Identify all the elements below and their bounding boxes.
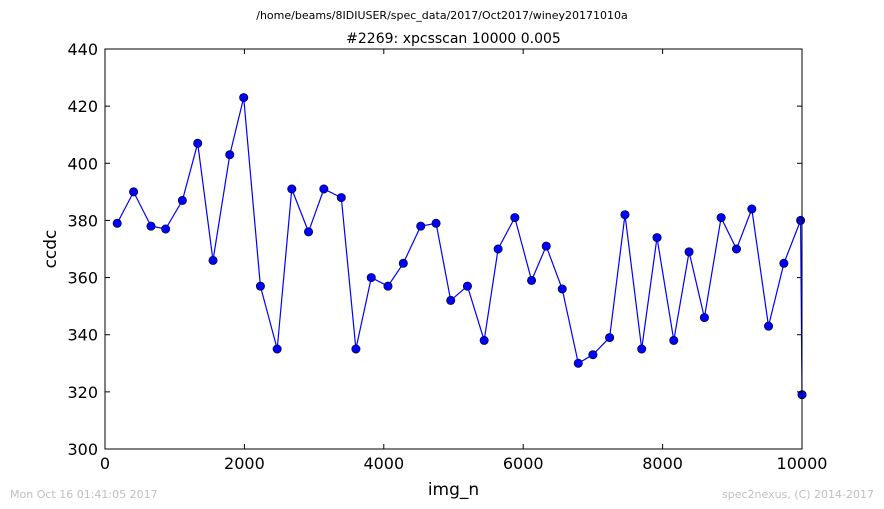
data-point (779, 258, 789, 268)
data-point (129, 187, 139, 197)
y-tick-label: 360 (67, 269, 98, 288)
data-point (383, 281, 393, 291)
data-point (588, 350, 598, 360)
data-point (336, 193, 346, 203)
data-point (527, 275, 537, 285)
x-tick-label: 10000 (777, 454, 828, 473)
data-point (146, 221, 156, 231)
data-point (304, 227, 314, 237)
data-point (764, 321, 774, 331)
x-axis-label: img_n (428, 480, 479, 500)
data-point (272, 344, 282, 354)
data-point (446, 295, 456, 305)
data-point (637, 344, 647, 354)
y-axis-label: ccdc (41, 230, 61, 269)
data-point (193, 138, 203, 148)
data-point (669, 335, 679, 345)
data-point (161, 224, 171, 234)
y-tick-label: 420 (67, 97, 98, 116)
data-point (557, 284, 567, 294)
data-point (431, 218, 441, 228)
x-tick-label: 6000 (503, 454, 544, 473)
x-tick-label: 0 (100, 454, 110, 473)
data-point (699, 313, 709, 323)
y-tick-label: 440 (67, 40, 98, 59)
data-point (398, 258, 408, 268)
y-tick-label: 340 (67, 326, 98, 345)
data-point (620, 210, 630, 220)
data-point (747, 204, 757, 214)
data-point (684, 247, 694, 257)
data-point (462, 281, 472, 291)
y-tick-label: 380 (67, 211, 98, 230)
data-point (416, 221, 426, 231)
data-point (351, 344, 361, 354)
data-point (541, 241, 551, 251)
chart-title: #2269: xpcsscan 10000 0.005 (346, 31, 561, 47)
y-tick-label: 400 (67, 154, 98, 173)
data-point (510, 213, 520, 223)
data-point (255, 281, 265, 291)
x-tick-label: 4000 (363, 454, 404, 473)
data-point (177, 195, 187, 205)
data-point (319, 184, 329, 194)
data-point (239, 93, 249, 103)
data-point (112, 218, 122, 228)
data-point (208, 255, 218, 265)
x-tick-label: 2000 (224, 454, 265, 473)
data-point (225, 150, 235, 160)
y-tick-label: 300 (67, 440, 98, 459)
data-point (605, 333, 615, 343)
plot-frame (104, 48, 803, 450)
footer-credit: spec2nexus, (C) 2014-2017 (722, 488, 874, 501)
x-tick-label: 8000 (642, 454, 683, 473)
data-point (573, 358, 583, 368)
ticks-layer: 0 2000 4000 6000 8000 10000 300 320 340 360 380 400… (67, 40, 827, 473)
y-tick-label: 320 (67, 383, 98, 402)
data-point (731, 244, 741, 254)
data-point (366, 273, 376, 283)
footer-timestamp: Mon Oct 16 01:41:05 2017 (10, 488, 158, 501)
series-layer (112, 93, 807, 400)
data-point (287, 184, 297, 194)
data-point (479, 335, 489, 345)
data-point (652, 233, 662, 243)
figure-supertitle: /home/beams/8IDIUSER/spec_data/2017/Oct2… (256, 9, 628, 22)
series-line (116, 97, 803, 395)
data-point (493, 244, 503, 254)
data-point (716, 213, 726, 223)
